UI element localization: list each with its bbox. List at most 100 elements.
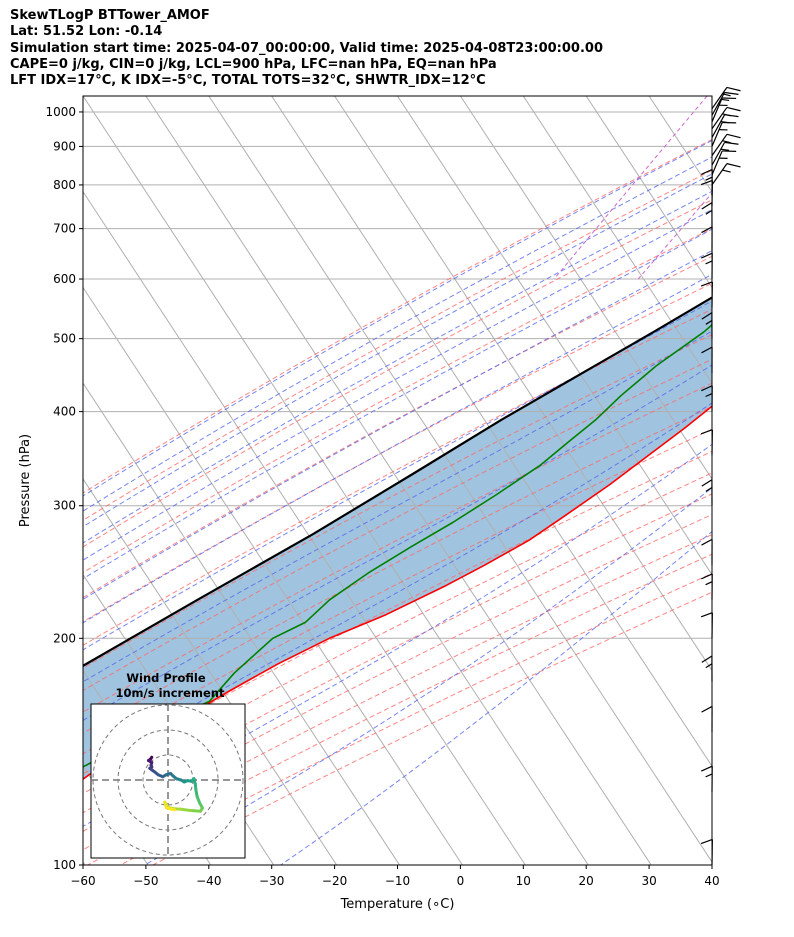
wind-barb [701,346,713,374]
moist-adiabat-line [83,228,712,580]
x-tick-label: −50 [133,874,158,888]
isotherm-line [83,190,526,865]
wind-barb [711,97,737,123]
dry-adiabat-line [83,169,712,521]
moist-adiabat-line [83,364,712,721]
moist-adiabat-line [83,402,712,769]
y-tick-label: 400 [53,405,76,419]
moist-adiabat-line [144,487,712,865]
chart-header: SkewTLogP BTTower_AMOF Lat: 51.52 Lon: -… [10,8,603,89]
x-tick-label: 30 [641,874,656,888]
time-line: Simulation start time: 2025-04-07_00:00:… [10,40,603,56]
y-tick-label: 300 [53,499,76,513]
dry-adiabat-line [83,472,712,795]
wind-barb [701,479,713,506]
hodograph-subtitle: 10m/s increment [116,686,225,700]
moist-adiabat-line [83,156,712,512]
dry-adiabat-line [83,450,712,775]
dry-adiabat-line [83,334,712,669]
isotherm-line [208,96,712,863]
dry-adiabat-line [87,553,712,865]
wind-barb [701,705,713,733]
hodograph: Wind Profile 10m/s increment [90,671,246,859]
moist-adiabat-line [83,190,712,544]
moist-adiabat-line [83,300,712,651]
dry-adiabat-line [83,228,712,574]
wind-barb [700,838,713,866]
dry-adiabat-line [83,493,712,814]
isotherm-line [145,96,652,865]
x-axis-label: Temperature (∘C) [340,897,455,912]
wind-barb [700,179,713,207]
hodograph-segment [189,809,202,813]
wind-barb [711,133,741,156]
dry-adiabat-line [83,282,712,623]
isotherm-line [83,96,589,865]
moist-adiabat-line [83,173,712,528]
cape-line: CAPE=0 j/kg, CIN=0 j/kg, LCL=900 hPa, LF… [10,56,497,72]
wind-barb [701,202,713,229]
wind-barb [701,385,713,412]
x-tick-label: −30 [259,874,284,888]
y-tick-label: 700 [53,222,76,236]
dry-adiabat-line [83,199,712,548]
isotherm-line [271,96,712,768]
y-tick-label: 200 [53,631,76,645]
parcel-profile-line [83,296,712,668]
y-tick-label: 500 [53,332,76,346]
mixing-ratio-line [553,96,708,280]
x-tick-label: −40 [196,874,221,888]
dry-adiabat-line [83,513,712,832]
y-tick-label: 600 [53,272,76,286]
x-tick-label: 0 [457,874,465,888]
moist-adiabat-line [83,330,712,683]
x-tick-label: 10 [516,874,531,888]
isotherm-line [83,286,463,865]
axis-ticks: −60 −50 −40 −30 −20 −10 0 10 20 30 40 1000 900 800 700… [45,105,719,888]
y-tick-label: 900 [53,139,76,153]
plot-area [83,96,712,865]
isotherm-line [522,96,712,385]
isotherm-line [397,96,712,576]
moist-adiabat-line [83,249,712,600]
wind-barb [711,91,739,116]
y-axis-label: Pressure (hPa) [18,434,33,527]
isotherm-line [83,478,338,865]
wind-barb [701,226,713,253]
wind-barb [701,655,713,682]
dry-adiabat-line [83,255,712,599]
dry-adiabat-line [83,358,712,691]
wind-barb [711,141,739,166]
location-line: Lat: 51.52 Lon: -0.14 [10,24,163,40]
moist-adiabat-line [83,273,712,624]
wind-barb [701,312,713,339]
y-tick-label: 800 [53,178,76,192]
x-tick-label: −10 [385,874,410,888]
isotherm-line [334,96,712,672]
x-tick-label: −20 [322,874,347,888]
x-tick-label: 20 [579,874,594,888]
wind-barb [701,252,713,280]
x-tick-label: 40 [704,874,719,888]
wind-barb [711,163,741,186]
wind-barb [700,281,713,308]
wind-barb [711,150,737,176]
hodograph-title: Wind Profile [126,671,206,685]
wind-barbs [700,86,741,866]
isotherm-line [711,96,712,97]
cape-cin-shading [83,297,712,780]
chart-title: SkewTLogP BTTower_AMOF [10,8,210,23]
wind-barb [701,538,713,566]
y-tick-label: 1000 [45,105,76,119]
isotherm-line [83,860,86,865]
dry-adiabat-line [83,405,712,734]
wind-barb [711,121,737,147]
moist-adiabat-line [83,209,712,561]
isotherm-line [83,382,400,865]
isotherm-line [459,96,712,480]
mixing-ratio-line [637,192,712,280]
wind-barb [701,765,713,793]
wind-barb [711,114,739,138]
wind-barb [700,429,713,456]
